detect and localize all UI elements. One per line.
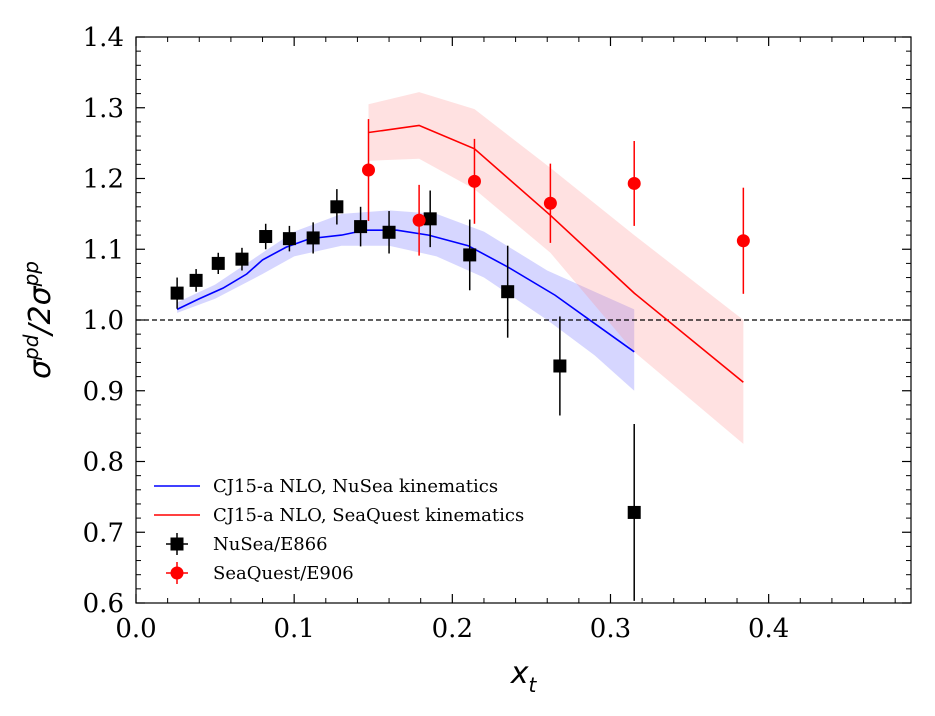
series-3-point-2 xyxy=(467,174,481,188)
series-3-point-3 xyxy=(543,196,557,210)
y-tick-label-7: 1.3 xyxy=(83,94,124,124)
y-axis-sigma-1: σ xyxy=(23,359,58,379)
series-line-0 xyxy=(176,229,635,353)
series-3-point-0 xyxy=(362,163,375,177)
tick-labels: 0.0 0.1 0.2 0.3 0.4 0.6 0.7 0.8 0.9 1.0 1.1 1.2 1.3 1… xyxy=(83,23,790,644)
series-2-point-4 xyxy=(259,230,273,244)
y-axis-slash: /2 xyxy=(23,305,58,337)
series-2-point-7 xyxy=(330,200,344,214)
series-2-point-13 xyxy=(553,359,567,373)
series-2-point-0 xyxy=(170,286,184,300)
y-tick-label-6: 1.2 xyxy=(83,165,124,195)
x-tick-label-1: 0.1 xyxy=(273,614,314,644)
series-2-point-1 xyxy=(189,273,203,287)
series-2-point-9 xyxy=(382,225,396,239)
series-2-point-14 xyxy=(627,505,641,519)
series-3-point-5 xyxy=(736,234,750,248)
series-2-point-10 xyxy=(423,212,437,226)
x-tick-label-2: 0.2 xyxy=(432,614,473,644)
x-axis-title: xt xyxy=(510,656,538,697)
series-2-point-12 xyxy=(501,285,515,299)
data-points xyxy=(170,119,750,601)
band-1 xyxy=(368,92,744,444)
uncertainty-bands xyxy=(177,92,744,444)
y-axis-sigma-2: σ xyxy=(23,285,58,305)
theory-curves xyxy=(176,124,744,383)
x-tick-label-3: 0.3 xyxy=(590,614,631,644)
y-tick-label-8: 1.4 xyxy=(83,23,124,53)
legend-label-1: CJ15-a NLO, SeaQuest kinematics xyxy=(213,505,524,526)
y-axis-sup-1: pd xyxy=(19,334,43,361)
band-0 xyxy=(177,210,635,391)
x-axis-title-sub: t xyxy=(528,673,537,697)
series-line-1 xyxy=(368,124,744,383)
series-2-point-5 xyxy=(282,232,296,246)
y-axis-title: σpd/2σpp xyxy=(19,261,58,379)
series-2-point-3 xyxy=(235,252,249,266)
series-2-point-8 xyxy=(354,220,368,234)
y-tick-label-3: 0.9 xyxy=(83,377,124,407)
series-3-point-4 xyxy=(627,176,641,190)
legend-label-0: CJ15-a NLO, NuSea kinematics xyxy=(213,476,498,497)
x-axis-title-main: x xyxy=(510,656,529,691)
series-2-point-2 xyxy=(211,256,225,270)
x-tick-label-4: 0.4 xyxy=(748,614,789,644)
axis-ticks xyxy=(135,36,911,604)
x-tick-label-0: 0.0 xyxy=(115,614,156,644)
series-3-point-1 xyxy=(412,213,426,227)
y-tick-label-4: 1.0 xyxy=(83,306,124,336)
legend-swatch-marker-2 xyxy=(170,537,184,551)
y-axis-sup-2: pp xyxy=(19,261,43,287)
series-2-point-6 xyxy=(306,231,320,245)
legend-swatch-marker-3 xyxy=(170,566,184,580)
y-tick-label-1: 0.7 xyxy=(83,518,124,548)
legend-label-3: SeaQuest/E906 xyxy=(213,563,354,584)
legend: CJ15-a NLO, NuSea kinematics CJ15-a NLO, … xyxy=(154,476,524,584)
y-tick-label-2: 0.8 xyxy=(83,448,124,478)
series-2-point-11 xyxy=(463,248,477,262)
y-tick-label-0: 0.6 xyxy=(83,589,124,619)
y-tick-label-5: 1.1 xyxy=(83,235,124,265)
legend-label-2: NuSea/E866 xyxy=(213,534,328,555)
